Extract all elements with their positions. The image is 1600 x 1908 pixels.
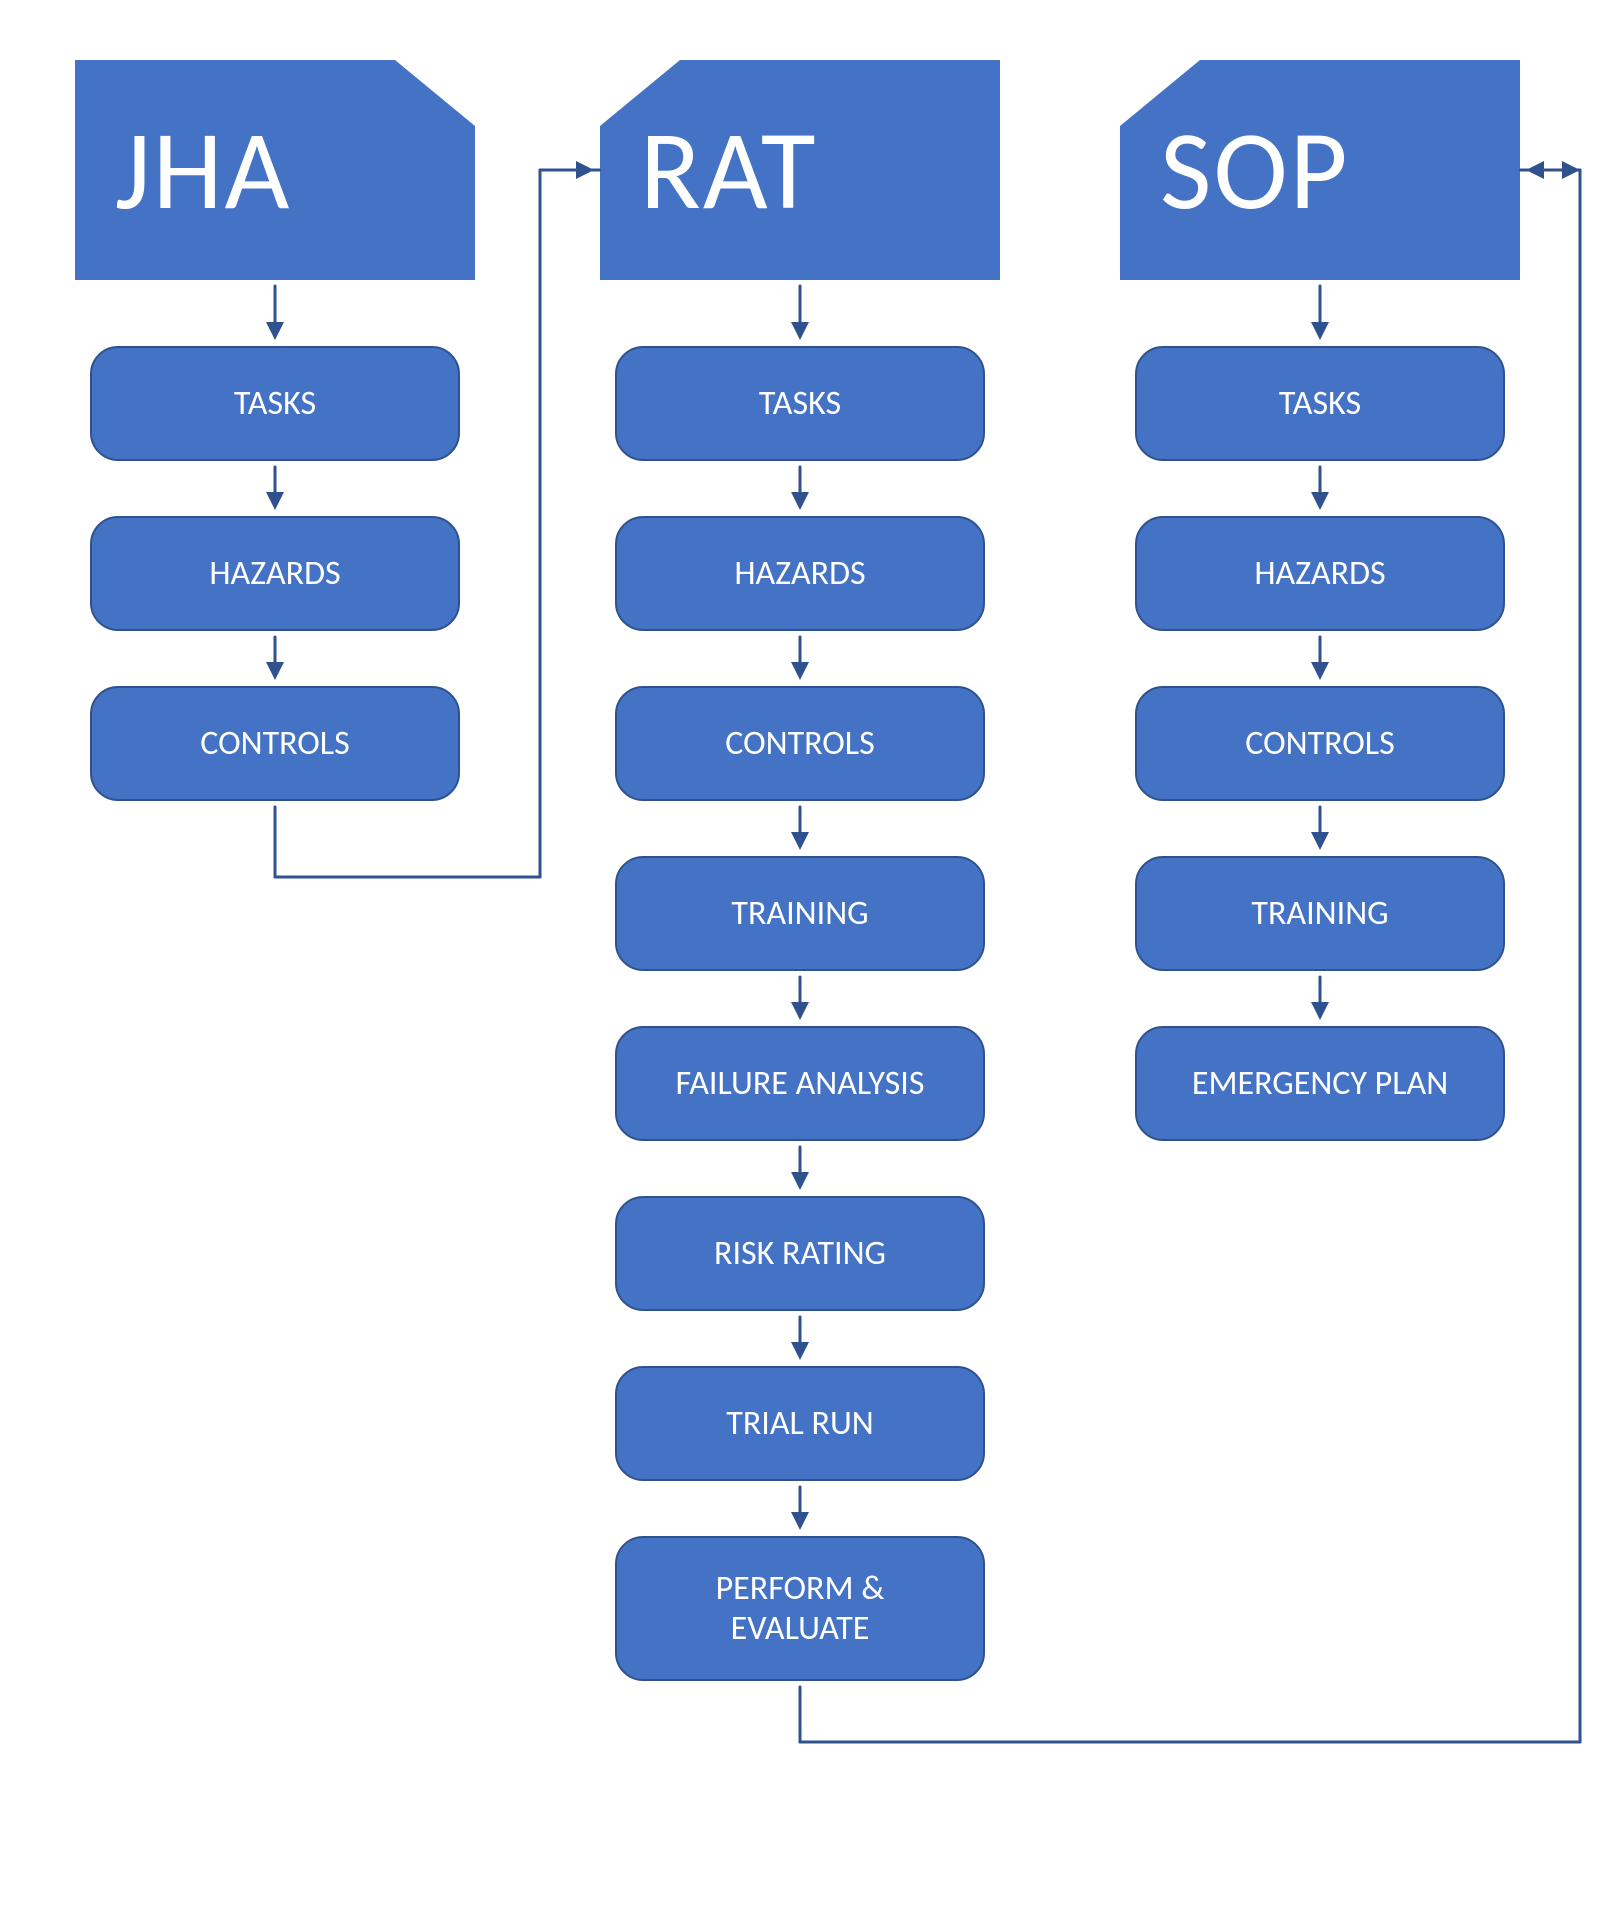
- jha-header: JHA: [75, 60, 475, 280]
- rat-training-label: TRAINING: [731, 894, 868, 933]
- rat-header-label: RAT: [640, 102, 817, 239]
- sop-emergency-label: EMERGENCY PLAN: [1192, 1064, 1448, 1103]
- rat-failure-box: FAILURE ANALYSIS: [615, 1026, 985, 1141]
- jha-controls-box: CONTROLS: [90, 686, 460, 801]
- rat-hazards-box: HAZARDS: [615, 516, 985, 631]
- sop-tasks-box: TASKS: [1135, 346, 1505, 461]
- rat-risk-box: RISK RATING: [615, 1196, 985, 1311]
- rat-tasks-label: TASKS: [759, 384, 841, 423]
- sop-training-box: TRAINING: [1135, 856, 1505, 971]
- jha-hazards-label: HAZARDS: [209, 554, 340, 593]
- sop-controls-box: CONTROLS: [1135, 686, 1505, 801]
- jha-controls-label: CONTROLS: [200, 724, 349, 763]
- sop-header: SOP: [1120, 60, 1520, 280]
- sop-emergency-box: EMERGENCY PLAN: [1135, 1026, 1505, 1141]
- sop-hazards-box: HAZARDS: [1135, 516, 1505, 631]
- rat-training-box: TRAINING: [615, 856, 985, 971]
- flowchart-canvas: JHA TASKS HAZARDS CONTROLS RAT TASKS HAZARDS CO…: [0, 0, 1600, 1908]
- rat-trial-label: TRIAL RUN: [726, 1404, 873, 1443]
- rat-tasks-box: TASKS: [615, 346, 985, 461]
- rat-controls-label: CONTROLS: [725, 724, 874, 763]
- rat-failure-label: FAILURE ANALYSIS: [676, 1064, 925, 1103]
- sop-controls-label: CONTROLS: [1245, 724, 1394, 763]
- rat-risk-label: RISK RATING: [714, 1234, 886, 1273]
- sop-hazards-label: HAZARDS: [1254, 554, 1385, 593]
- sop-tasks-label: TASKS: [1279, 384, 1361, 423]
- rat-hazards-label: HAZARDS: [734, 554, 865, 593]
- sop-training-label: TRAINING: [1251, 894, 1388, 933]
- rat-perform-label: PERFORM &EVALUATE: [716, 1569, 885, 1647]
- sop-header-label: SOP: [1160, 102, 1349, 239]
- rat-perform-box: PERFORM &EVALUATE: [615, 1536, 985, 1681]
- rat-controls-box: CONTROLS: [615, 686, 985, 801]
- jha-header-label: JHA: [115, 102, 291, 239]
- jha-tasks-label: TASKS: [234, 384, 316, 423]
- rat-trial-box: TRIAL RUN: [615, 1366, 985, 1481]
- rat-header: RAT: [600, 60, 1000, 280]
- jha-hazards-box: HAZARDS: [90, 516, 460, 631]
- jha-tasks-box: TASKS: [90, 346, 460, 461]
